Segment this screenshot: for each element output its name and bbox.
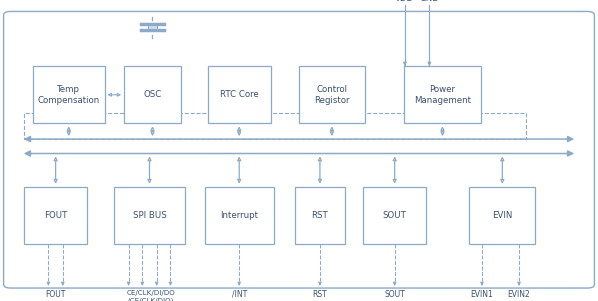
FancyBboxPatch shape [33, 66, 105, 123]
Text: SOUT: SOUT [383, 211, 407, 220]
Bar [24, 113, 526, 139]
Text: CE/CLK/DI/DO: CE/CLK/DI/DO [126, 290, 175, 296]
Text: (CE/CLK/DIO): (CE/CLK/DIO) [127, 297, 174, 301]
Text: RTC Core: RTC Core [220, 90, 258, 99]
FancyBboxPatch shape [114, 187, 185, 244]
Text: EVIN1: EVIN1 [471, 290, 493, 299]
FancyBboxPatch shape [299, 66, 365, 123]
Text: Temp
Compensation: Temp Compensation [38, 85, 100, 105]
Text: VDD: VDD [395, 0, 414, 3]
Text: Power
Management: Power Management [414, 85, 471, 105]
Text: RST: RST [313, 290, 327, 299]
Text: Control
Registor: Control Registor [314, 85, 350, 105]
Text: OSC: OSC [144, 90, 161, 99]
Text: GND: GND [419, 0, 440, 3]
Text: FOUT: FOUT [44, 211, 68, 220]
FancyBboxPatch shape [295, 187, 346, 244]
Text: EVIN: EVIN [492, 211, 512, 220]
FancyBboxPatch shape [124, 66, 181, 123]
FancyBboxPatch shape [208, 66, 270, 123]
FancyBboxPatch shape [24, 187, 87, 244]
Text: /INT: /INT [231, 290, 247, 299]
FancyBboxPatch shape [404, 66, 481, 123]
Text: EVIN2: EVIN2 [508, 290, 530, 299]
Text: SOUT: SOUT [385, 290, 405, 299]
Text: FOUT: FOUT [45, 290, 66, 299]
FancyBboxPatch shape [469, 187, 535, 244]
FancyBboxPatch shape [148, 25, 157, 29]
FancyBboxPatch shape [205, 187, 274, 244]
Text: SPI BUS: SPI BUS [133, 211, 166, 220]
FancyBboxPatch shape [364, 187, 426, 244]
FancyBboxPatch shape [4, 11, 594, 288]
Text: Interrupt: Interrupt [220, 211, 258, 220]
Text: RST: RST [312, 211, 328, 220]
